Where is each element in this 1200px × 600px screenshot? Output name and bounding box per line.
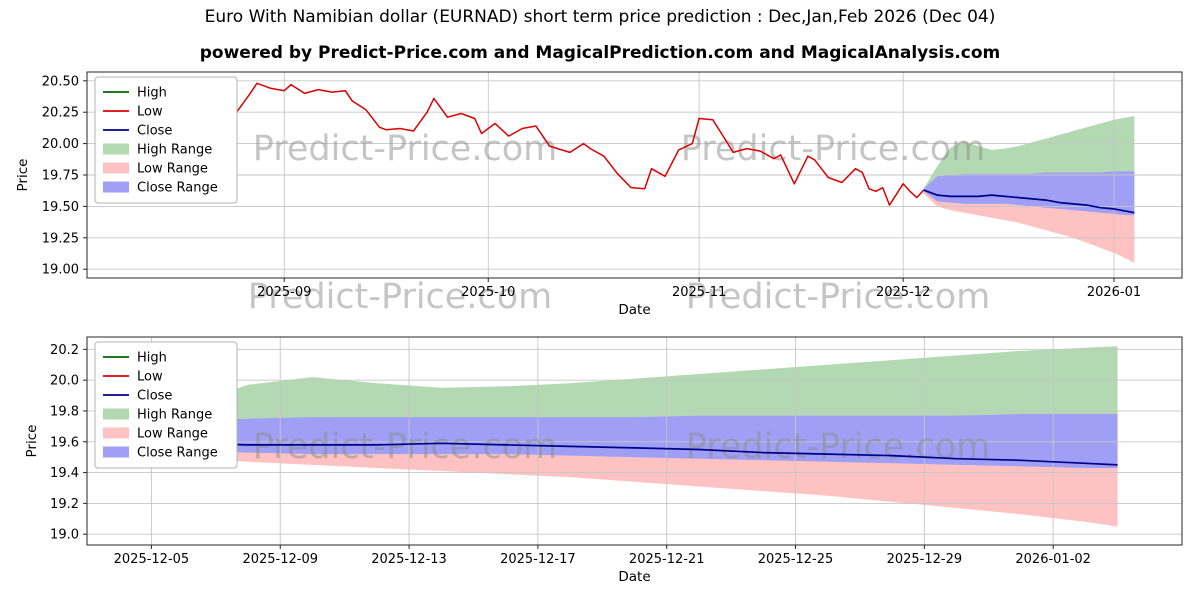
x-tick-label: 2025-12-21 [629, 552, 705, 567]
axis-label-price: Price [15, 159, 31, 192]
legend-label: Close [137, 389, 172, 404]
history-low-line [100, 82, 925, 206]
legend-label: High [137, 86, 167, 101]
legend-label: Low [137, 105, 163, 120]
y-tick-label: 19.25 [42, 231, 79, 246]
y-tick-label: 20.2 [50, 343, 79, 358]
legend-label: Close Range [137, 181, 218, 196]
legend-swatch-close-range [103, 446, 129, 458]
forecast-close-line [923, 189, 1135, 214]
legend-label: High Range [137, 408, 212, 423]
axis-label-price: Price [24, 425, 40, 458]
x-tick-label: 2025-12-13 [371, 552, 447, 567]
low-range-band [119, 438, 1118, 527]
plot-border [86, 336, 1183, 546]
y-tick-label: 20.50 [42, 74, 79, 89]
y-tick-label: 19.75 [42, 169, 79, 184]
high-range-band [119, 346, 1118, 436]
y-tick-label: 20.00 [42, 137, 79, 152]
x-tick-label: 2025-12-09 [242, 552, 318, 567]
watermark-text: Predict-Price.com [686, 277, 990, 317]
x-tick-label: 2025-09 [257, 285, 311, 300]
x-tick-label: 2025-10 [461, 285, 515, 300]
layer-lines [100, 82, 1135, 466]
layer-wm: Predict-Price.com Predict-Price.com Predic… [248, 129, 990, 467]
watermark-text: Predict-Price.com [253, 427, 557, 467]
x-tick-label: 2025-12-05 [114, 552, 190, 567]
axis-label-date: Date [618, 302, 650, 318]
legend-swatch-high-range [103, 408, 129, 420]
x-tick-label: 2026-01 [1087, 285, 1141, 300]
watermark-text: Predict-Price.com [681, 129, 985, 169]
legend-box [94, 76, 238, 204]
x-tick-label: 2025-12-17 [500, 552, 576, 567]
y-tick-label: 19.50 [42, 200, 79, 215]
y-tick-label: 19.8 [50, 404, 79, 419]
watermark-text: Predict-Price.com [253, 129, 557, 169]
watermark-text: Predict-Price.com [686, 427, 990, 467]
layer-axes: 2025-09 2025-10 2025-11 2025-12 2026-01 19.00… [15, 71, 1183, 585]
forecast-close-line [119, 436, 1118, 466]
y-tick-label: 19.00 [42, 263, 79, 278]
axis-label-date: Date [618, 569, 650, 585]
legend-label: High Range [137, 143, 212, 158]
y-tick-label: 19.6 [50, 435, 79, 450]
x-tick-label: 2025-11 [672, 285, 726, 300]
x-tick-label: 2025-12-29 [887, 552, 963, 567]
legend-label: Low Range [137, 162, 208, 177]
legend-swatch-close-range [103, 181, 129, 193]
legend-label: Close [137, 124, 172, 139]
legend-swatch-high-range [103, 143, 129, 155]
x-tick-label: 2025-12-25 [758, 552, 834, 567]
y-tick-label: 19.2 [50, 497, 79, 512]
legend-label: Low Range [137, 427, 208, 442]
legend-label: High [137, 351, 167, 366]
legend-box [94, 341, 238, 469]
y-tick-label: 20.0 [50, 374, 79, 389]
page-title: Euro With Namibian dollar (EURNAD) short… [204, 7, 996, 27]
y-tick-label: 19.4 [50, 466, 79, 481]
legend-swatch-low-range [103, 162, 129, 174]
layer-grid [87, 72, 1182, 545]
x-tick-label: 2026-01-02 [1015, 552, 1091, 567]
watermark-text: Predict-Price.com [248, 277, 552, 317]
legend-label: Low [137, 370, 163, 385]
low-range-band [923, 191, 1135, 263]
legend-label: Close Range [137, 446, 218, 461]
y-tick-label: 20.25 [42, 106, 79, 121]
legend-swatch-low-range [103, 427, 129, 439]
page-subtitle: powered by Predict-Price.com and Magical… [199, 43, 1001, 63]
x-tick-label: 2025-12 [876, 285, 930, 300]
high-range-band [923, 116, 1135, 189]
y-tick-label: 19.0 [50, 528, 79, 543]
